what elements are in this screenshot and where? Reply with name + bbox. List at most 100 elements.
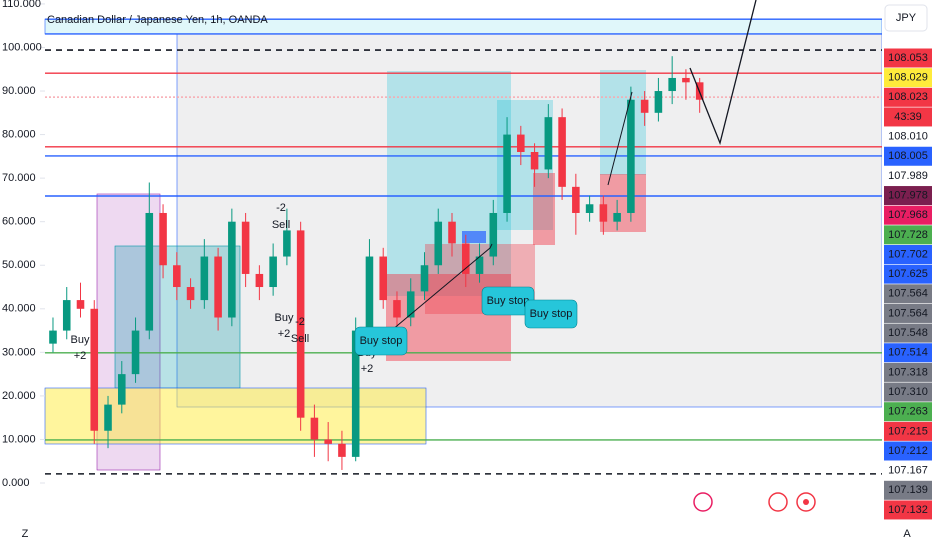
price-label: 107.139 — [888, 484, 928, 496]
price-label: 107.514 — [888, 347, 928, 359]
zone — [600, 174, 646, 232]
candle-body — [654, 91, 663, 113]
candle-body — [49, 330, 57, 344]
candle-body — [310, 417, 319, 440]
candle-body — [599, 204, 608, 222]
currency[interactable]: JPY — [896, 12, 917, 24]
price-label-bg — [884, 48, 932, 68]
price-label: 43:39 — [894, 111, 922, 123]
scale-button[interactable]: A — [903, 528, 911, 540]
zone — [44, 387, 427, 445]
candle-body — [393, 300, 401, 318]
price-label: 107.167 — [888, 465, 928, 477]
price-label: 107.978 — [888, 189, 928, 201]
candle-body — [104, 404, 112, 431]
candle-body — [283, 230, 291, 257]
price-label-bg — [884, 303, 932, 323]
price-label-bg — [884, 87, 932, 107]
price-label: 108.010 — [888, 131, 928, 143]
candle-body — [241, 221, 250, 274]
candle-body — [214, 256, 222, 318]
candle-body — [434, 221, 443, 266]
y-tick-label: 110.000 — [2, 0, 41, 10]
candle-body — [324, 439, 332, 444]
price-label-bg — [884, 225, 932, 245]
candle-body — [269, 256, 277, 288]
zone — [387, 71, 511, 296]
zone — [533, 173, 555, 245]
candle-body — [530, 152, 539, 170]
price-label: 107.215 — [888, 425, 928, 437]
y-tick-label: 0.000 — [2, 477, 30, 489]
price-label: 107.989 — [888, 170, 928, 182]
price-label: 108.023 — [888, 91, 928, 103]
price-label-bg — [884, 264, 932, 284]
price-label: 107.564 — [888, 307, 928, 319]
label-bubble — [524, 299, 578, 329]
candle-body — [489, 212, 498, 257]
event-icon[interactable] — [693, 492, 713, 512]
candle-body — [76, 300, 85, 309]
candle-body — [365, 256, 374, 331]
candle-body — [640, 99, 649, 113]
candle-body — [62, 300, 71, 331]
price-label-bg — [884, 323, 932, 343]
price-label-bg — [884, 441, 932, 461]
annotation: +2 — [74, 350, 87, 362]
annotation: +2 — [278, 328, 291, 340]
candle-body — [379, 256, 387, 301]
price-label: 108.053 — [888, 52, 928, 64]
price-label: 107.728 — [888, 229, 928, 241]
candle-body — [461, 243, 470, 274]
annotation: Sell — [291, 333, 309, 345]
price-label: 108.029 — [888, 72, 928, 84]
annotation: +2 — [361, 363, 374, 375]
price-label: 107.968 — [888, 209, 928, 221]
candle-body — [503, 134, 511, 213]
y-tick-label: 30.000 — [2, 346, 36, 358]
price-label-bg — [884, 421, 932, 441]
event-icon[interactable] — [768, 492, 788, 512]
projection — [689, 0, 757, 146]
price-label-bg — [884, 107, 932, 127]
candle-body — [613, 212, 621, 222]
price-label-bg — [884, 245, 932, 264]
candle-body — [627, 99, 635, 213]
time-axis-bg — [0, 500, 882, 550]
annotation: Buy stop — [487, 295, 530, 307]
price-label-bg — [884, 127, 932, 147]
price-label-bg — [884, 382, 932, 402]
price-label-bg — [884, 461, 932, 481]
candle-body — [296, 230, 305, 418]
candle-body — [517, 134, 525, 153]
price-label: 107.318 — [888, 366, 928, 378]
annotation: Buy stop — [530, 308, 573, 320]
y-tick-label: 40.000 — [2, 303, 36, 315]
zone — [176, 33, 883, 408]
price-label: 107.310 — [888, 386, 928, 398]
price-label-bg — [884, 343, 932, 363]
annotation: Sell — [272, 219, 290, 231]
y-tick-label: 100.000 — [2, 41, 42, 53]
candle-body — [668, 77, 676, 92]
price-label-bg — [884, 166, 932, 186]
annotation: -2 — [295, 316, 305, 328]
price-label-bg — [884, 284, 932, 304]
zone — [462, 231, 486, 243]
candle-body — [682, 77, 690, 83]
currency-button[interactable] — [884, 4, 928, 32]
price-label: 107.564 — [888, 288, 928, 300]
price-label: 107.263 — [888, 406, 928, 418]
y-tick-label: 70.000 — [2, 172, 36, 184]
annotation: Buy — [71, 334, 90, 346]
scale-button[interactable]: Z — [22, 528, 29, 540]
candle-body — [131, 330, 140, 375]
candle-body — [200, 256, 209, 301]
price-label-bg — [884, 146, 932, 166]
candle-body — [544, 117, 553, 170]
annotation: -2 — [276, 202, 286, 214]
price-label: 107.548 — [888, 327, 928, 339]
candle-body — [117, 374, 126, 405]
